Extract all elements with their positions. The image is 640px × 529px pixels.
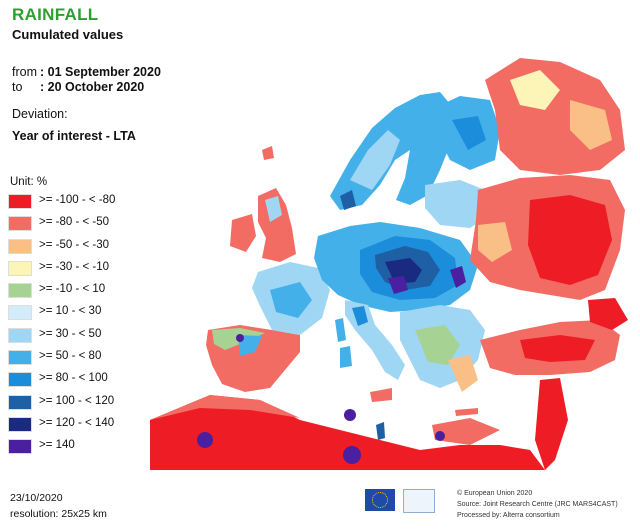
legend-label: >= 120 - < 140 [39,416,115,429]
from-label: from [12,65,37,79]
legend-item: >= -10 - < 10 [8,281,168,303]
legend-label: >= 100 - < 120 [39,394,115,407]
eu-flag-icon [365,489,395,511]
legend-item: >= -80 - < -50 [8,214,168,236]
legend-item: >= -100 - < -80 [8,192,168,214]
legend-swatch [8,394,32,410]
corsica-sardinia [335,318,346,342]
legend-swatch [8,350,32,366]
legend-swatch [8,372,32,388]
map-subtitle: Cumulated values [12,27,124,42]
legend-swatch [8,416,32,432]
legend-swatch [8,238,32,254]
map-date: 23/10/2020 [10,492,63,504]
copyright-note: © European Union 2020 [457,490,533,497]
legend-item: >= -30 - < -10 [8,259,168,281]
legend-item: >= 10 - < 30 [8,303,168,325]
legend-swatch [8,327,32,343]
from-date: : 01 September 2020 [40,65,161,79]
legend-swatch [8,260,32,276]
legend-item: >= 140 [8,437,168,459]
iceland-fragment [262,146,274,160]
legend-item: >= 100 - < 120 [8,393,168,415]
to-label: to [12,80,23,94]
legend-label: >= 30 - < 50 [39,327,102,340]
levant-region [535,378,568,470]
jrc-logo-icon [403,489,435,513]
legend-swatch [8,283,32,299]
legend-label: >= -50 - < -30 [39,238,109,251]
legend-label: >= 80 - < 100 [39,372,108,385]
deviation-value: Year of interest - LTA [12,129,136,143]
legend-swatch [8,216,32,232]
legend-label: >= 10 - < 30 [39,305,102,318]
eu-logos [357,486,442,520]
map-resolution: resolution: 25x25 km [10,508,107,520]
deviation-label: Deviation: [12,107,68,121]
legend-swatch [8,305,32,321]
map-title: RAINFALL [12,5,99,24]
legend-label: >= -10 - < 10 [39,283,106,296]
legend-swatch [8,194,32,209]
legend-swatch [8,439,32,455]
legend-item: >= 30 - < 50 [8,326,168,348]
legend-label: >= -100 - < -80 [39,194,116,206]
legend-item: >= 120 - < 140 [8,415,168,437]
legend-label: >= -30 - < -10 [39,260,109,273]
crete [455,408,478,416]
baltic-region [425,180,490,228]
source-note: Source: Joint Research Centre (JRC MARS4… [457,501,618,508]
ireland-region [230,214,256,252]
legend-label: >= -80 - < -50 [39,216,109,229]
processed-note: Processed by: Alterra consortium [457,512,560,519]
legend-label: >= 50 - < 80 [39,350,102,363]
legend-item: >= 80 - < 100 [8,370,168,392]
north-africa-region [150,395,545,470]
legend-item: >= 50 - < 80 [8,348,168,370]
legend-item: >= -50 - < -30 [8,237,168,259]
to-date: : 20 October 2020 [40,80,145,94]
legend-unit: Unit: % [10,176,48,188]
legend: Unit: % >= -100 - < -80 >= -80 - < -50 >… [8,176,168,460]
legend-label: >= 140 [39,439,75,452]
